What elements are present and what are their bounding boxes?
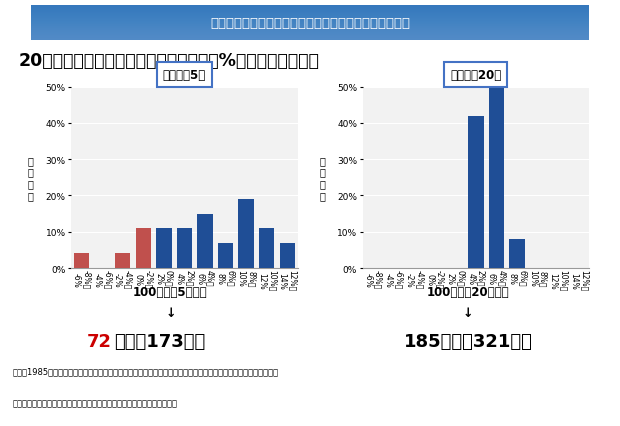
Bar <box>218 243 233 268</box>
Bar <box>74 254 89 268</box>
Text: （注）1985年以降の各年に、毎月同額ずつ国内外の株式・債券の買付けを行ったもの。各年の買付け後、保有期間: （注）1985年以降の各年に、毎月同額ずつ国内外の株式・債券の買付けを行ったもの… <box>12 366 278 375</box>
Text: 出
現
頻
度: 出 現 頻 度 <box>28 155 33 200</box>
Text: 国内外の株式・債券に分散投資した場合の収益率の分布: 国内外の株式・債券に分散投資した場合の収益率の分布 <box>210 17 410 29</box>
Bar <box>115 254 130 268</box>
Text: 出
現
頻
度: 出 現 頻 度 <box>319 155 325 200</box>
Bar <box>489 87 504 268</box>
Text: ↓: ↓ <box>463 307 473 320</box>
Title: 保有期間5年: 保有期間5年 <box>163 69 206 82</box>
Text: が経過した時点での時価をもとに運用結果及び年率を算出している。: が経過した時点での時価をもとに運用結果及び年率を算出している。 <box>12 398 177 407</box>
Title: 保有期間20年: 保有期間20年 <box>450 69 502 82</box>
Text: 72: 72 <box>87 332 112 350</box>
Bar <box>197 214 213 268</box>
Text: 万円〜173万円: 万円〜173万円 <box>115 332 206 350</box>
Bar <box>468 116 484 268</box>
Text: 100万円が5年後に: 100万円が5年後に <box>133 285 208 298</box>
Bar <box>177 228 192 268</box>
Bar <box>156 228 172 268</box>
FancyBboxPatch shape <box>3 4 617 42</box>
Bar <box>239 199 254 268</box>
Text: 185万円〜321万円: 185万円〜321万円 <box>404 332 533 350</box>
Bar <box>280 243 295 268</box>
Text: ↓: ↓ <box>166 307 175 320</box>
Bar <box>136 228 151 268</box>
Text: 20年の保有期間では、投資収益率２〜８%（年率）に収斂。: 20年の保有期間では、投資収益率２〜８%（年率）に収斂。 <box>19 52 319 70</box>
Bar <box>509 239 525 268</box>
Bar <box>259 228 275 268</box>
Text: 100万円が20年後に: 100万円が20年後に <box>427 285 510 298</box>
